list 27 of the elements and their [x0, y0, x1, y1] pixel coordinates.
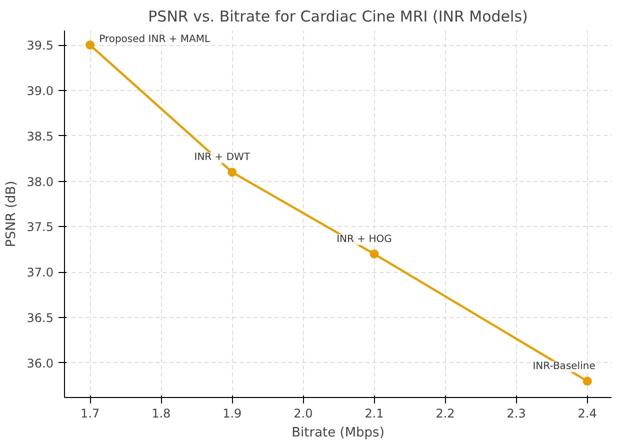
- y-tick-label: 37.0: [26, 266, 54, 280]
- y-tick-label: 36.5: [26, 311, 54, 326]
- x-tick-label: 2.1: [364, 406, 384, 420]
- x-tick-label: 2.0: [294, 406, 313, 420]
- annotation: INR-Baseline: [532, 361, 596, 372]
- point: [86, 40, 95, 50]
- x-tick-label: 1.7: [80, 406, 100, 420]
- y-tick-label: 36.0: [26, 356, 54, 370]
- annotation: Proposed INR + MAML: [99, 34, 211, 46]
- x-tick-label: 1.8: [152, 406, 171, 420]
- annotation: INR + DWT: [194, 152, 251, 164]
- y-tick-label: 37.5: [26, 220, 54, 234]
- y-tick-label: 39.5: [26, 38, 54, 53]
- annotation: INR + HOG: [336, 234, 392, 245]
- y-tick-label: 39.0: [26, 84, 54, 98]
- x-tick-label: 2.2: [436, 406, 455, 420]
- point: [582, 376, 592, 386]
- y-tick-label: 38.0: [26, 174, 54, 189]
- point: [370, 249, 379, 258]
- point: [228, 168, 237, 177]
- chart-title: PSNR vs. Bitrate for Cardiac Cine MRI (INR Models): [148, 8, 528, 26]
- y-axis-title: PSNR (dB): [4, 180, 19, 248]
- x-tick-label: 2.4: [578, 406, 597, 420]
- x-tick-label: 2.3: [506, 406, 526, 420]
- x-tick-label: 1.9: [222, 406, 242, 420]
- y-tick-label: 38.5: [26, 129, 54, 144]
- x-axis-title: Bitrate (Mbps): [292, 426, 384, 440]
